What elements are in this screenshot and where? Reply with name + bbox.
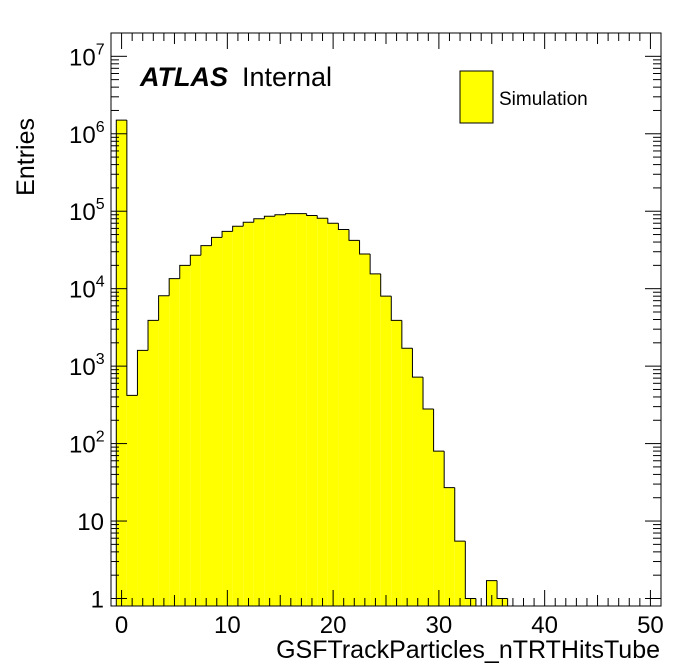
- histogram-bar: [179, 265, 191, 606]
- histogram-bar: [243, 222, 254, 607]
- legend-swatch-simulation: [459, 70, 494, 124]
- histogram-bar: [423, 408, 434, 606]
- histogram-bar: [306, 215, 318, 607]
- histogram-bar: [338, 229, 349, 606]
- histogram-bar: [158, 295, 170, 606]
- histogram-bar: [148, 320, 159, 606]
- histogram-bar: [433, 451, 445, 606]
- histogram-bar: [169, 278, 180, 606]
- histogram-bar: [296, 213, 307, 606]
- histogram-bar: [116, 120, 127, 607]
- histogram-bar: [285, 213, 297, 606]
- x-tick-label: 10: [214, 612, 241, 639]
- x-axis-title: GSFTrackParticles_nTRTHitsTube: [276, 636, 660, 664]
- histogram-bar: [253, 218, 265, 606]
- histogram-bar: [380, 296, 392, 606]
- y-tick-label: 10: [77, 509, 104, 536]
- tick-labels: 0 10 20 30 40 50 1 10 102 103 104 105 106 107: [69, 41, 664, 639]
- histogram-bar: [317, 218, 328, 606]
- atlas-label: ATLAS Internal: [139, 62, 332, 92]
- y-tick-label: 106: [69, 119, 105, 149]
- y-axis-title: Entries: [12, 118, 40, 196]
- histogram-bar: [222, 231, 233, 606]
- histogram-bar: [274, 214, 286, 606]
- histogram-bar: [232, 226, 244, 607]
- histogram-bar: [454, 541, 466, 606]
- axis-ticks: [111, 32, 662, 606]
- histogram-bar: [200, 245, 212, 607]
- x-tick-label: 20: [320, 612, 347, 639]
- histogram-bar: [370, 273, 381, 606]
- legend: Simulation: [459, 70, 588, 124]
- histogram-bar: [327, 223, 339, 606]
- y-tick-label: 102: [69, 429, 105, 459]
- histogram-bar: [401, 348, 413, 606]
- y-tick-label: 1: [91, 586, 104, 613]
- histogram-bar: [126, 395, 138, 606]
- histogram-bar: [444, 487, 455, 606]
- y-tick-label: 104: [69, 274, 105, 304]
- histogram-bar: [412, 377, 424, 606]
- histogram-bar: [348, 240, 360, 606]
- x-tick-label: 30: [426, 612, 453, 639]
- y-tick-label: 103: [69, 351, 105, 381]
- histogram-bar: [264, 216, 275, 607]
- histogram-bar: [211, 237, 223, 606]
- y-tick-label: 105: [69, 196, 105, 226]
- histogram-bar: [391, 320, 402, 606]
- x-tick-label: 40: [531, 612, 558, 639]
- legend-label-simulation: Simulation: [499, 89, 588, 110]
- x-tick-label: 0: [115, 612, 128, 639]
- histogram-bar: [137, 350, 149, 606]
- y-tick-label: 107: [69, 41, 105, 71]
- histogram-bar: [486, 580, 498, 606]
- histogram-bar: [359, 254, 371, 607]
- histogram-bar: [190, 255, 201, 607]
- histogram-bars: [115, 119, 656, 607]
- x-tick-label: 50: [637, 612, 664, 639]
